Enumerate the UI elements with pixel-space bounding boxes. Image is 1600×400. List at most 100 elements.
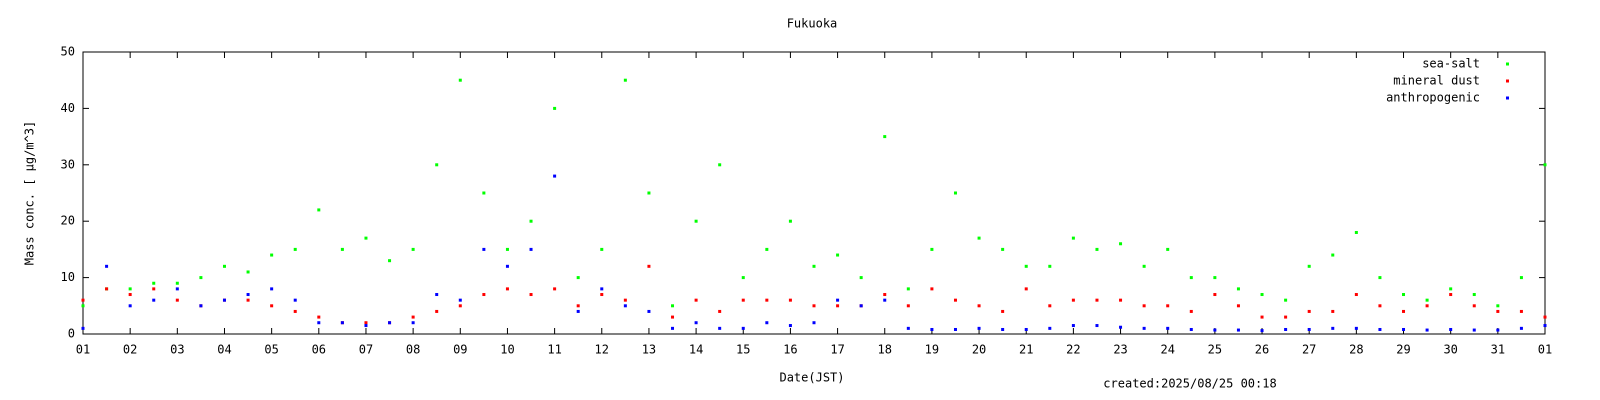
point — [694, 298, 698, 302]
point — [1472, 304, 1476, 308]
point — [1142, 326, 1146, 330]
point — [576, 309, 580, 313]
point — [765, 321, 769, 325]
point — [529, 219, 533, 223]
point — [152, 281, 156, 285]
point — [505, 287, 509, 291]
x-tick-label: 18 — [878, 343, 892, 357]
point — [246, 293, 250, 297]
point — [435, 293, 439, 297]
point — [553, 174, 557, 178]
x-tick-label: 05 — [264, 343, 278, 357]
point — [175, 281, 179, 285]
point — [1449, 287, 1453, 291]
point — [930, 287, 934, 291]
x-tick-label: 11 — [547, 343, 561, 357]
x-tick-label: 12 — [595, 343, 609, 357]
point — [812, 321, 816, 325]
point — [529, 247, 533, 251]
point — [1189, 276, 1193, 280]
point — [1048, 326, 1052, 330]
x-tick-label: 27 — [1302, 343, 1316, 357]
x-tick-label: 01 — [76, 343, 90, 357]
point — [930, 247, 934, 251]
point — [671, 315, 675, 319]
point — [293, 247, 297, 251]
y-tick-label: 10 — [61, 270, 75, 284]
point — [1260, 315, 1264, 319]
x-tick-label: 25 — [1208, 343, 1222, 357]
y-tick-label: 0 — [68, 327, 75, 341]
point — [1354, 293, 1358, 297]
point — [1236, 304, 1240, 308]
point — [765, 298, 769, 302]
y-tick-label: 50 — [61, 45, 75, 59]
legend-label: anthropogenic — [1386, 91, 1480, 105]
point — [1095, 247, 1099, 251]
point — [1543, 324, 1547, 328]
point — [364, 324, 368, 328]
point — [482, 191, 486, 195]
point — [1543, 315, 1547, 319]
point — [1166, 326, 1170, 330]
point — [906, 287, 910, 291]
point — [1402, 327, 1406, 331]
point — [1236, 287, 1240, 291]
point — [741, 326, 745, 330]
point — [1496, 309, 1500, 313]
point — [1307, 327, 1311, 331]
point — [1095, 298, 1099, 302]
point — [788, 324, 792, 328]
point — [458, 304, 462, 308]
point — [388, 321, 392, 325]
point — [1307, 309, 1311, 313]
point — [1378, 327, 1382, 331]
x-tick-label: 10 — [500, 343, 514, 357]
point — [1260, 329, 1264, 333]
x-tick-label: 08 — [406, 343, 420, 357]
point — [435, 309, 439, 313]
point — [836, 253, 840, 257]
point — [128, 304, 132, 308]
point — [293, 309, 297, 313]
point — [270, 287, 274, 291]
point — [741, 298, 745, 302]
point — [340, 247, 344, 251]
point — [152, 287, 156, 291]
point — [222, 264, 226, 268]
point — [953, 191, 957, 195]
x-tick-label: 23 — [1113, 343, 1127, 357]
point — [836, 298, 840, 302]
point — [1519, 326, 1523, 330]
point — [1519, 309, 1523, 313]
point — [600, 293, 604, 297]
point — [199, 276, 203, 280]
x-tick-label: 14 — [689, 343, 703, 357]
x-tick-label: 24 — [1160, 343, 1174, 357]
point — [694, 219, 698, 223]
point — [977, 304, 981, 308]
point — [883, 293, 887, 297]
point — [623, 298, 627, 302]
point — [81, 304, 85, 308]
y-tick-label: 30 — [61, 157, 75, 171]
point — [1402, 309, 1406, 313]
point — [1213, 328, 1217, 332]
point — [1425, 298, 1429, 302]
point — [411, 321, 415, 325]
legend-marker — [1506, 96, 1509, 100]
point — [812, 264, 816, 268]
point — [1425, 304, 1429, 308]
point — [1071, 298, 1075, 302]
point — [1048, 304, 1052, 308]
point — [1213, 293, 1217, 297]
point — [883, 298, 887, 302]
point — [647, 191, 651, 195]
point — [246, 298, 250, 302]
point — [458, 298, 462, 302]
point — [175, 287, 179, 291]
x-tick-label: 19 — [925, 343, 939, 357]
point — [1402, 293, 1406, 297]
point — [553, 106, 557, 110]
point — [105, 287, 109, 291]
